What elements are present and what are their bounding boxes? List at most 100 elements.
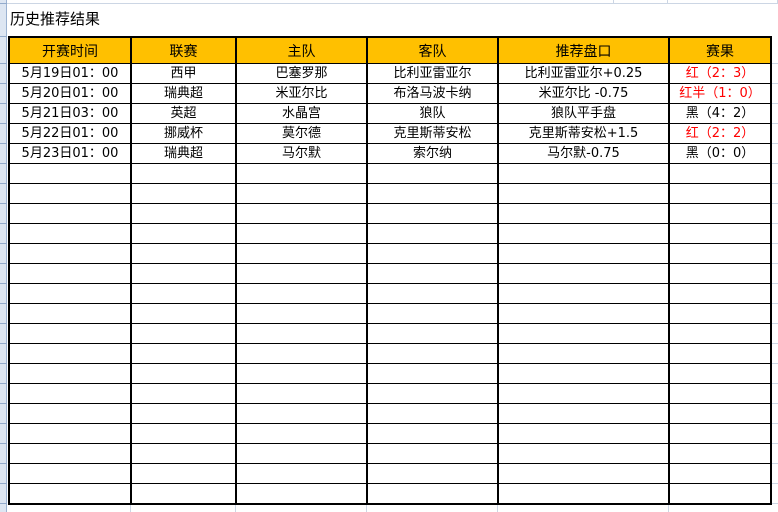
cell-empty[interactable] xyxy=(8,283,132,304)
cell-empty[interactable] xyxy=(497,483,670,505)
cell-home[interactable]: 马尔默 xyxy=(235,143,368,164)
cell-empty[interactable] xyxy=(497,323,670,344)
cell-empty[interactable] xyxy=(668,443,772,464)
cell-empty[interactable] xyxy=(8,303,132,324)
cell-empty[interactable] xyxy=(668,203,772,224)
column-header-away[interactable]: 客队 xyxy=(366,36,499,64)
cell-empty[interactable] xyxy=(235,283,368,304)
cell-empty[interactable] xyxy=(130,223,237,244)
cell-empty[interactable] xyxy=(235,243,368,264)
cell-empty[interactable] xyxy=(497,303,670,324)
cell-home[interactable]: 水晶宫 xyxy=(235,103,368,124)
cell-empty[interactable] xyxy=(366,483,499,505)
cell-empty[interactable] xyxy=(366,243,499,264)
cell-away[interactable]: 克里斯蒂安松 xyxy=(366,123,499,144)
cell-empty[interactable] xyxy=(668,423,772,444)
cell-empty[interactable] xyxy=(130,303,237,324)
cell-away[interactable]: 比利亚雷亚尔 xyxy=(366,63,499,84)
cell-empty[interactable] xyxy=(8,403,132,424)
cell-empty[interactable] xyxy=(668,163,772,184)
cell-empty[interactable] xyxy=(235,343,368,364)
cell-empty[interactable] xyxy=(497,383,670,404)
cell-empty[interactable] xyxy=(8,163,132,184)
cell-empty[interactable] xyxy=(366,343,499,364)
cell-empty[interactable] xyxy=(366,423,499,444)
cell-empty[interactable] xyxy=(497,243,670,264)
cell-empty[interactable] xyxy=(130,423,237,444)
cell-result[interactable]: 红半（1：0） xyxy=(668,83,772,104)
cell-empty[interactable] xyxy=(235,203,368,224)
cell-empty[interactable] xyxy=(668,223,772,244)
cell-empty[interactable] xyxy=(668,243,772,264)
cell-empty[interactable] xyxy=(8,443,132,464)
cell-empty[interactable] xyxy=(235,383,368,404)
cell-empty[interactable] xyxy=(366,403,499,424)
cell-empty[interactable] xyxy=(130,383,237,404)
sheet-title-cell[interactable]: 历史推荐结果 xyxy=(10,10,101,28)
cell-empty[interactable] xyxy=(235,223,368,244)
cell-empty[interactable] xyxy=(235,363,368,384)
cell-empty[interactable] xyxy=(366,263,499,284)
cell-empty[interactable] xyxy=(497,283,670,304)
cell-empty[interactable] xyxy=(8,463,132,484)
cell-empty[interactable] xyxy=(366,363,499,384)
cell-time[interactable]: 5月23日01：00 xyxy=(8,143,132,164)
cell-empty[interactable] xyxy=(497,163,670,184)
cell-empty[interactable] xyxy=(668,263,772,284)
cell-empty[interactable] xyxy=(668,463,772,484)
cell-empty[interactable] xyxy=(130,483,237,505)
cell-away[interactable]: 索尔纳 xyxy=(366,143,499,164)
cell-empty[interactable] xyxy=(497,403,670,424)
cell-empty[interactable] xyxy=(130,283,237,304)
cell-empty[interactable] xyxy=(366,443,499,464)
cell-empty[interactable] xyxy=(497,363,670,384)
cell-away[interactable]: 狼队 xyxy=(366,103,499,124)
cell-empty[interactable] xyxy=(668,383,772,404)
cell-empty[interactable] xyxy=(8,223,132,244)
cell-empty[interactable] xyxy=(366,383,499,404)
cell-empty[interactable] xyxy=(8,343,132,364)
cell-time[interactable]: 5月20日01：00 xyxy=(8,83,132,104)
cell-empty[interactable] xyxy=(130,443,237,464)
cell-empty[interactable] xyxy=(130,263,237,284)
cell-empty[interactable] xyxy=(366,183,499,204)
cell-empty[interactable] xyxy=(497,183,670,204)
cell-empty[interactable] xyxy=(130,363,237,384)
cell-empty[interactable] xyxy=(497,463,670,484)
cell-empty[interactable] xyxy=(668,283,772,304)
cell-empty[interactable] xyxy=(668,303,772,324)
cell-empty[interactable] xyxy=(235,263,368,284)
cell-handicap[interactable]: 米亚尔比 -0.75 xyxy=(497,83,670,104)
cell-handicap[interactable]: 比利亚雷亚尔+0.25 xyxy=(497,63,670,84)
cell-empty[interactable] xyxy=(668,343,772,364)
cell-home[interactable]: 米亚尔比 xyxy=(235,83,368,104)
cell-time[interactable]: 5月22日01：00 xyxy=(8,123,132,144)
cell-time[interactable]: 5月19日01：00 xyxy=(8,63,132,84)
cell-empty[interactable] xyxy=(235,403,368,424)
cell-empty[interactable] xyxy=(8,203,132,224)
cell-empty[interactable] xyxy=(497,343,670,364)
cell-empty[interactable] xyxy=(366,303,499,324)
cell-empty[interactable] xyxy=(366,223,499,244)
cell-home[interactable]: 莫尔德 xyxy=(235,123,368,144)
cell-result[interactable]: 黑（4：2） xyxy=(668,103,772,124)
column-header-time[interactable]: 开赛时间 xyxy=(8,36,132,64)
cell-empty[interactable] xyxy=(235,463,368,484)
cell-empty[interactable] xyxy=(8,323,132,344)
cell-empty[interactable] xyxy=(235,163,368,184)
column-header-handicap[interactable]: 推荐盘口 xyxy=(497,36,670,64)
cell-empty[interactable] xyxy=(668,403,772,424)
cell-empty[interactable] xyxy=(497,263,670,284)
cell-empty[interactable] xyxy=(366,463,499,484)
cell-result[interactable]: 红（2：2） xyxy=(668,123,772,144)
cell-empty[interactable] xyxy=(366,283,499,304)
cell-empty[interactable] xyxy=(130,183,237,204)
cell-empty[interactable] xyxy=(130,203,237,224)
cell-empty[interactable] xyxy=(130,463,237,484)
cell-result[interactable]: 红（2：3） xyxy=(668,63,772,84)
cell-league[interactable]: 挪威杯 xyxy=(130,123,237,144)
row-header-strip[interactable] xyxy=(0,0,7,512)
cell-empty[interactable] xyxy=(130,323,237,344)
cell-empty[interactable] xyxy=(8,183,132,204)
cell-league[interactable]: 瑞典超 xyxy=(130,143,237,164)
